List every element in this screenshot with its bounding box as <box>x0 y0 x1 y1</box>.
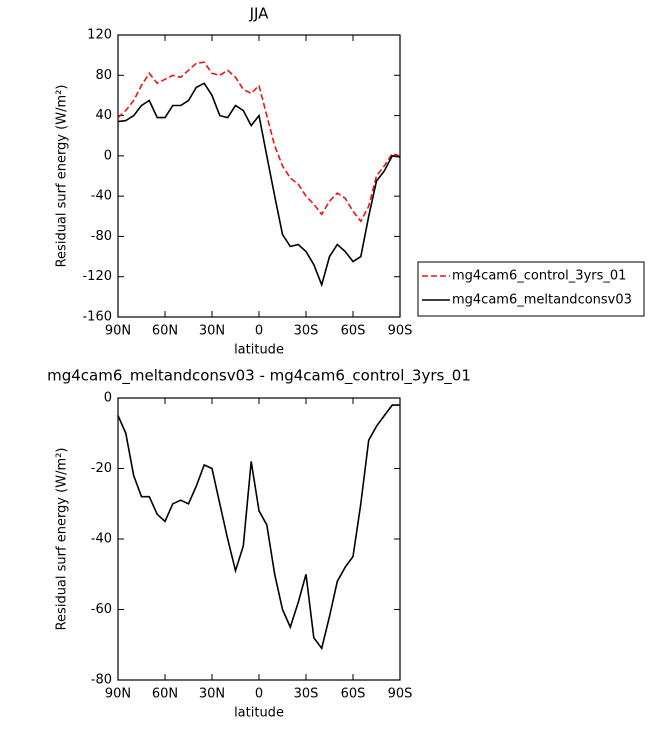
y-tick-label: -40 <box>91 532 112 547</box>
x-tick-label: 60N <box>152 687 178 702</box>
x-tick-label: 90N <box>105 324 131 339</box>
x-tick-label: 0 <box>255 324 263 339</box>
x-tick-label: 60S <box>341 324 366 339</box>
legend-label: mg4cam6_meltandconsv03 <box>452 293 632 308</box>
data-line <box>117 82 401 288</box>
y-tick-label: -80 <box>91 673 112 688</box>
x-tick-label: 90S <box>388 324 413 339</box>
x-tick-label: 90N <box>105 687 131 702</box>
x-tick-label: 60N <box>152 324 178 339</box>
plot-frame <box>117 397 401 681</box>
y-tick-label: -80 <box>91 229 112 244</box>
x-axis-label: latitude <box>234 343 284 358</box>
y-tick-label: -20 <box>91 461 112 476</box>
x-tick-label: 30S <box>294 687 319 702</box>
y-tick-label: 120 <box>87 28 112 43</box>
plot-frame <box>117 34 401 318</box>
y-tick-label: -40 <box>91 189 112 204</box>
x-tick-label: 60S <box>341 687 366 702</box>
legend-label: mg4cam6_control_3yrs_01 <box>452 269 626 284</box>
chart-title: mg4cam6_meltandconsv03 - mg4cam6_control… <box>47 367 471 386</box>
chart-title: JJA <box>249 5 270 23</box>
x-tick-label: 30N <box>199 324 225 339</box>
x-tick-label: 30S <box>294 324 319 339</box>
y-axis-label: Residual surf energy (W/m²) <box>55 448 70 631</box>
y-tick-label: -120 <box>82 269 112 284</box>
legend-box <box>417 261 645 317</box>
y-tick-label: -60 <box>91 602 112 617</box>
x-tick-label: 90S <box>388 687 413 702</box>
x-axis-label: latitude <box>234 706 284 721</box>
y-tick-label: 0 <box>104 148 112 163</box>
data-line <box>117 404 400 651</box>
y-tick-label: 80 <box>95 68 112 83</box>
x-tick-label: 0 <box>255 687 263 702</box>
y-axis-label: Residual surf energy (W/m²) <box>55 85 70 268</box>
y-tick-label: -160 <box>82 310 112 325</box>
y-tick-label: 0 <box>104 391 112 406</box>
y-tick-label: 40 <box>95 108 112 123</box>
x-tick-label: 30N <box>199 687 225 702</box>
data-line <box>117 61 401 223</box>
